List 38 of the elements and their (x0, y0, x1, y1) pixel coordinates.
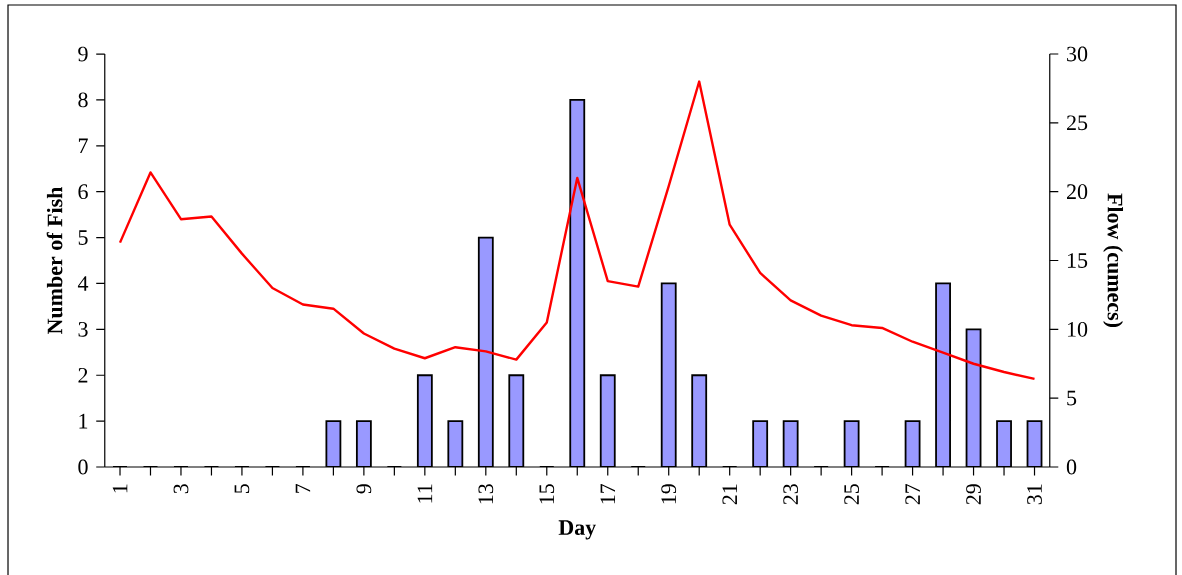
y2-tick-label: 30 (1067, 46, 1088, 62)
x-tick-label: 1 (112, 484, 128, 493)
y-tick-label: 4 (77, 276, 89, 291)
y2-tick-label: 25 (1067, 115, 1088, 131)
x-tick-label: 17 (600, 483, 616, 504)
y-tick-label: 6 (78, 184, 88, 200)
y2-tick-label: 0 (1066, 459, 1077, 475)
y2-tick-label: 10 (1067, 321, 1088, 337)
y2-tick-label: 20 (1067, 184, 1088, 200)
x-tick-label: 5 (234, 484, 250, 493)
x-tick-label: 11 (417, 484, 433, 503)
x-tick-label: 21 (722, 484, 737, 505)
x-tick-label: 27 (905, 483, 920, 505)
y-tick-label: 9 (78, 46, 88, 62)
x-tick-label: 25 (844, 484, 860, 505)
y-tick-label: 7 (78, 138, 88, 153)
y-tick-label: 5 (78, 230, 88, 245)
x-tick-label: 23 (783, 484, 799, 505)
y-tick-label: 3 (78, 321, 88, 337)
x-axis-title: Day (558, 520, 596, 540)
y2-axis-title: Flow (cumecs) (1103, 193, 1124, 328)
y2-tick-label: 15 (1067, 253, 1088, 268)
x-tick-label: 31 (1027, 484, 1042, 505)
x-tick-label: 9 (356, 484, 372, 494)
x-tick-label: 19 (661, 484, 677, 504)
x-tick-label: 13 (478, 484, 494, 504)
y-tick-label: 8 (78, 92, 88, 108)
y-tick-label: 0 (78, 459, 88, 475)
x-tick-label: 7 (295, 483, 311, 493)
y-tick-label: 2 (78, 367, 88, 383)
y-axis-title: Number of Fish (46, 186, 63, 335)
x-tick-label: 29 (966, 484, 981, 505)
y2-tick-label: 5 (1067, 390, 1077, 406)
y-tick-label: 1 (79, 413, 88, 429)
x-tick-label: 3 (173, 484, 189, 494)
line-series (118, 80, 1036, 381)
x-tick-label: 15 (539, 484, 555, 504)
bar (965, 328, 982, 467)
